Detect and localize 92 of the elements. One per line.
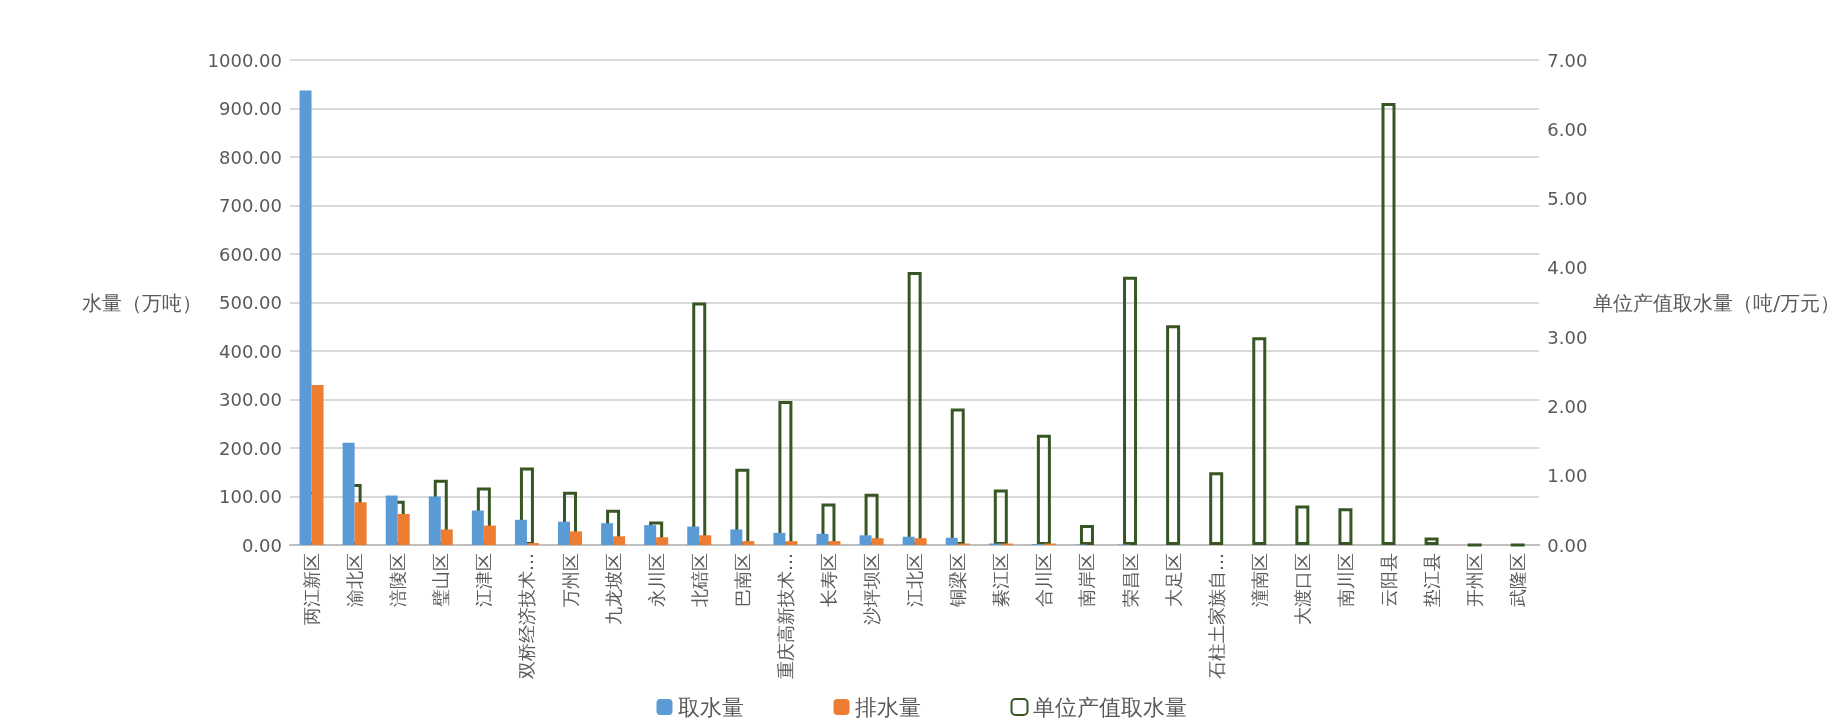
x-tick-label: 荣昌区 bbox=[1119, 553, 1141, 607]
bar bbox=[816, 533, 829, 545]
y-tick-label: 200.00 bbox=[219, 437, 282, 459]
x-tick-label: 江北区 bbox=[904, 553, 926, 607]
x-tick-label: 大渡口区 bbox=[1291, 553, 1313, 625]
x-tick-label: 沙坪坝区 bbox=[861, 553, 883, 625]
x-tick-label: 开州区 bbox=[1464, 553, 1486, 607]
bar bbox=[859, 535, 872, 545]
legend-label: 单位产值取水量 bbox=[1032, 694, 1187, 720]
y-tick-label: 0.00 bbox=[241, 534, 282, 556]
x-tick-label: 垫江县 bbox=[1421, 553, 1443, 607]
y-tick-label: 700.00 bbox=[219, 195, 282, 216]
bar bbox=[644, 525, 657, 545]
x-tick-label: 武隆区 bbox=[1507, 553, 1529, 607]
y-tick-label: 800.00 bbox=[219, 146, 282, 168]
bar bbox=[914, 538, 927, 545]
y-tick-label: 400.00 bbox=[219, 340, 282, 362]
bar bbox=[687, 526, 700, 545]
x-tick-label: 南川区 bbox=[1334, 553, 1356, 607]
y-tick-label: 300.00 bbox=[219, 389, 282, 410]
x-tick-label: 大足区 bbox=[1162, 553, 1184, 607]
x-tick-label: 长寿区 bbox=[817, 553, 839, 607]
x-tick-label: 双桥经济技术… bbox=[516, 553, 538, 679]
y-tick-label: 1000.00 bbox=[207, 49, 282, 71]
bar bbox=[570, 531, 583, 545]
y2-tick-label: 4.00 bbox=[1547, 257, 1588, 279]
bar bbox=[730, 529, 743, 545]
x-tick-label: 永川区 bbox=[645, 553, 667, 607]
bar bbox=[354, 502, 367, 545]
x-tick-label: 万州区 bbox=[559, 553, 581, 607]
y2-tick-label: 0.00 bbox=[1547, 534, 1588, 556]
y-tick-label: 900.00 bbox=[219, 98, 282, 119]
x-tick-label: 南岸区 bbox=[1076, 553, 1098, 607]
bar bbox=[385, 495, 398, 545]
bar bbox=[773, 532, 786, 545]
x-tick-label: 北碚区 bbox=[688, 553, 710, 607]
y-tick-label: 600.00 bbox=[219, 243, 282, 265]
x-tick-label: 涪陵区 bbox=[387, 553, 409, 607]
bar bbox=[1295, 505, 1310, 545]
x-tick-label: 合川区 bbox=[1033, 553, 1055, 607]
bar bbox=[871, 538, 884, 545]
bar bbox=[1079, 524, 1094, 545]
x-tick-label: 重庆高新技术… bbox=[774, 553, 796, 679]
y2-axis-title: 单位产值取水量（吨/万元） bbox=[1593, 290, 1841, 315]
bar bbox=[828, 541, 841, 545]
bar bbox=[1381, 102, 1396, 545]
bar bbox=[785, 541, 798, 545]
bar bbox=[1252, 337, 1267, 545]
x-tick-label: 两江新区 bbox=[301, 553, 323, 625]
bar bbox=[1338, 508, 1353, 545]
x-tick-label: 九龙坡区 bbox=[602, 553, 624, 625]
y2-tick-label: 6.00 bbox=[1547, 118, 1588, 140]
y2-tick-label: 5.00 bbox=[1547, 188, 1588, 210]
bar bbox=[1166, 325, 1181, 545]
bar bbox=[1424, 537, 1439, 545]
bar bbox=[742, 541, 755, 545]
x-tick-label: 云阳县 bbox=[1378, 553, 1400, 607]
bar bbox=[1123, 276, 1138, 545]
legend-label: 排水量 bbox=[854, 694, 921, 720]
y2-tick-label: 1.00 bbox=[1547, 465, 1588, 487]
legend-label: 取水量 bbox=[677, 694, 744, 720]
bar bbox=[902, 536, 915, 545]
y2-tick-label: 2.00 bbox=[1547, 395, 1588, 417]
bar bbox=[397, 513, 410, 545]
y-axis-title: 水量（万吨） bbox=[81, 290, 202, 315]
bar bbox=[558, 521, 571, 545]
bar bbox=[471, 510, 484, 545]
y2-tick-label: 3.00 bbox=[1547, 326, 1588, 348]
bar bbox=[311, 384, 324, 545]
bar bbox=[483, 525, 496, 545]
x-tick-label: 璧山区 bbox=[430, 553, 452, 607]
x-tick-label: 巴南区 bbox=[731, 553, 753, 607]
bar bbox=[699, 535, 712, 545]
x-tick-label: 渝北区 bbox=[344, 553, 366, 607]
bar bbox=[342, 442, 355, 545]
x-tick-label: 铜梁区 bbox=[947, 553, 969, 608]
bar bbox=[613, 536, 626, 545]
bar bbox=[1209, 472, 1224, 545]
x-tick-label: 潼南区 bbox=[1248, 553, 1270, 607]
bar bbox=[428, 496, 441, 545]
bar bbox=[440, 529, 453, 545]
bar bbox=[601, 523, 614, 545]
y2-tick-label: 7.00 bbox=[1547, 49, 1588, 71]
bar bbox=[299, 90, 312, 545]
y-tick-label: 100.00 bbox=[219, 486, 282, 507]
y-tick-label: 500.00 bbox=[219, 292, 282, 313]
bar bbox=[656, 537, 669, 545]
x-tick-label: 江津区 bbox=[473, 553, 495, 607]
bar bbox=[514, 519, 527, 545]
x-tick-label: 石柱土家族自… bbox=[1205, 553, 1227, 679]
x-tick-label: 綦江区 bbox=[990, 553, 1012, 607]
bar bbox=[945, 537, 958, 545]
